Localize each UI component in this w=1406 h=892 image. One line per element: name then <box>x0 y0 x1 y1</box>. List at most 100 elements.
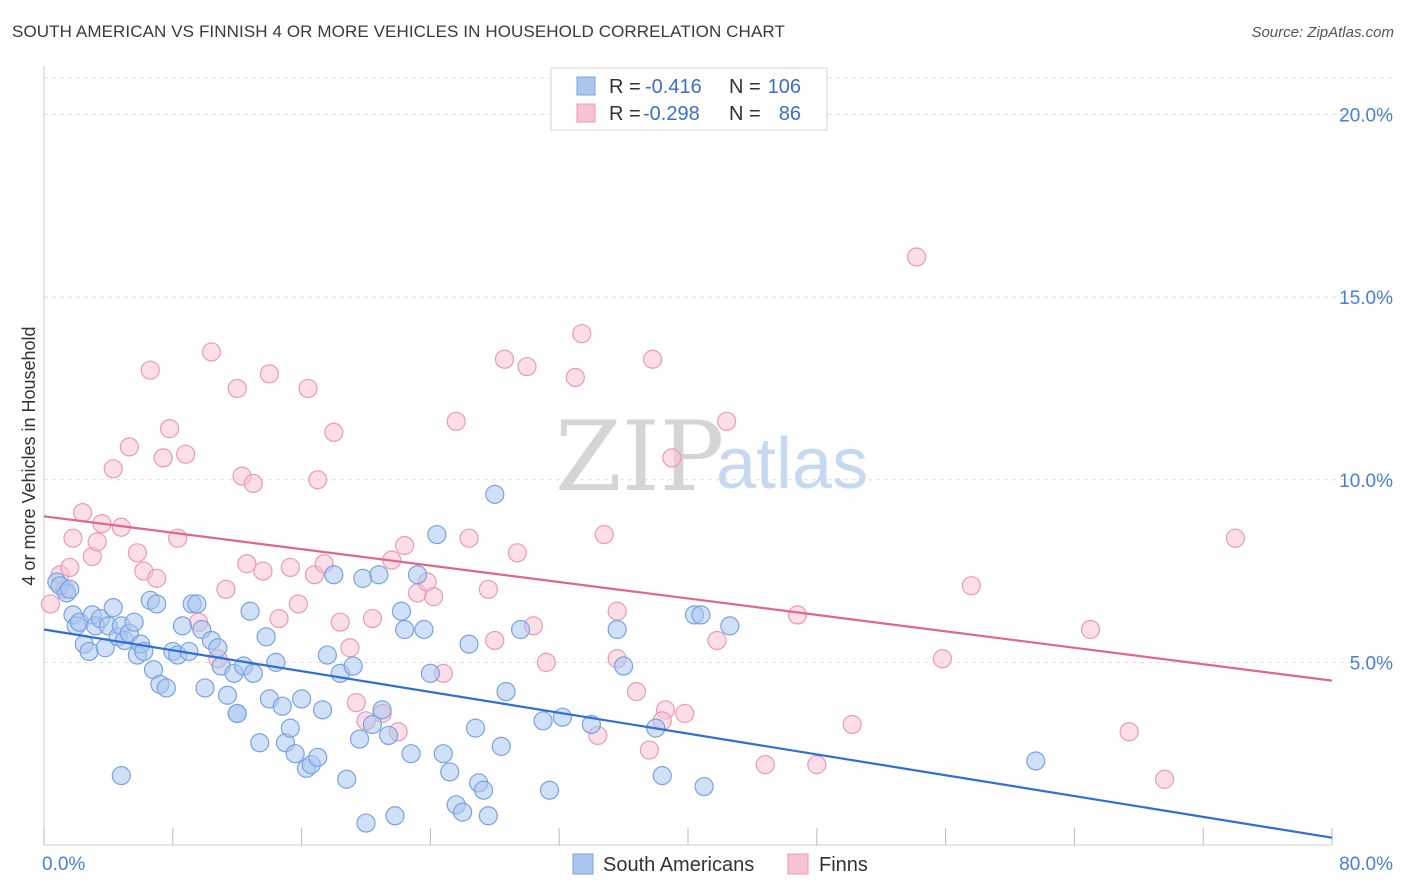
south-americans-point-92 <box>539 780 560 800</box>
south-americans-point-37 <box>208 638 228 658</box>
y-tick-label-3: 20.0% <box>1339 106 1393 127</box>
south-americans-point-27 <box>156 678 176 698</box>
y-axis-label: 4 or more Vehicles in Household <box>19 326 39 585</box>
south-americans-point-88 <box>491 736 511 756</box>
south-americans-point-79 <box>440 762 460 782</box>
south-americans-point-43 <box>240 601 260 621</box>
trend-lines <box>43 515 1333 839</box>
axes <box>43 66 1333 846</box>
finns-point-85 <box>60 557 80 578</box>
legend-bottom: South Americans Finns <box>572 853 868 876</box>
watermark-atlas: atlas <box>716 424 868 504</box>
south-americans-point-3 <box>60 579 80 599</box>
south-americans-point-56 <box>308 747 328 767</box>
finns-point-31 <box>288 594 308 614</box>
finns-point-82 <box>1119 722 1139 742</box>
finns-points <box>40 247 1246 789</box>
finns-point-10 <box>119 437 139 457</box>
legend-swatch-south-americans <box>576 76 596 96</box>
legend-bottom-swatch-finns <box>787 853 809 875</box>
finns-point-4 <box>73 503 93 523</box>
south-americans-point-64 <box>353 568 373 588</box>
finns-point-23 <box>227 378 247 399</box>
finns-point-37 <box>330 612 350 632</box>
south-americans-point-57 <box>312 700 333 720</box>
finns-point-52 <box>478 579 498 599</box>
legend-bottom-swatch-south-americans <box>572 853 594 875</box>
finns-point-0 <box>40 594 61 614</box>
x-tick-label-1: 80.0% <box>1339 854 1393 875</box>
south-americans-point-85 <box>473 780 494 800</box>
x-tick-labels: 0.0% 80.0% <box>42 854 1393 875</box>
finns-point-74 <box>755 755 775 775</box>
finns-point-38 <box>340 638 360 658</box>
south-americans-point-33 <box>187 594 207 614</box>
finns-point-84 <box>1225 528 1246 548</box>
legend-r-value-2: -0.298 <box>643 103 700 125</box>
finns-point-28 <box>259 364 279 384</box>
south-americans-point-86 <box>478 806 498 826</box>
south-americans-point-104 <box>111 766 131 786</box>
south-americans-point-81 <box>453 802 473 822</box>
finns-point-80 <box>961 576 981 596</box>
finns-point-65 <box>626 681 647 702</box>
finns-point-8 <box>103 459 123 479</box>
south-americans-point-77 <box>427 524 447 545</box>
finns-point-50 <box>446 411 466 431</box>
finns-point-27 <box>253 561 273 581</box>
south-americans-point-14 <box>103 597 123 618</box>
y-tick-label-2: 15.0% <box>1339 288 1393 309</box>
finns-point-20 <box>201 342 222 362</box>
south-americans-point-78 <box>433 744 453 764</box>
south-americans-point-62 <box>343 656 363 676</box>
finns-point-77 <box>842 714 862 735</box>
south-americans-point-52 <box>285 744 305 764</box>
finns-point-66 <box>639 740 659 760</box>
south-americans-point-66 <box>362 714 383 735</box>
finns-point-72 <box>707 630 727 651</box>
finns-point-6 <box>87 532 107 552</box>
south-americans-point-103 <box>1026 751 1046 771</box>
south-americans-point-105 <box>227 703 247 724</box>
finns-point-22 <box>216 579 236 599</box>
south-americans-point-102 <box>720 616 740 636</box>
south-americans-point-87 <box>485 484 505 504</box>
y-tick-label-1: 10.0% <box>1339 471 1393 492</box>
south-americans-point-101 <box>694 776 714 797</box>
south-americans-point-51 <box>280 718 300 738</box>
legend-n-label-1: N = <box>729 76 761 98</box>
watermark: ZIP atlas <box>555 401 868 513</box>
source-credit: Source: ZipAtlas.com <box>1251 24 1394 41</box>
finns-point-18 <box>176 444 196 464</box>
finns-point-53 <box>485 630 505 651</box>
south-americans-point-63 <box>349 729 370 749</box>
finns-point-30 <box>280 557 300 578</box>
south-americans-point-74 <box>407 565 428 585</box>
south-americans-point-76 <box>420 663 440 683</box>
legend-n-value-1: 106 <box>768 76 801 98</box>
finns-point-41 <box>362 608 383 629</box>
south-americans-point-72 <box>395 619 415 640</box>
south-americans-point-91 <box>533 711 553 731</box>
south-americans-point-93 <box>552 707 573 727</box>
south-americans-point-69 <box>378 725 399 746</box>
finns-point-59 <box>565 367 585 388</box>
south-americans-point-98 <box>652 766 672 786</box>
finns-point-67 <box>642 349 663 369</box>
finns-point-75 <box>787 605 808 625</box>
grid-lines <box>44 77 1396 663</box>
south-americans-point-45 <box>250 733 270 753</box>
finns-point-11 <box>127 543 147 563</box>
south-americans-point-95 <box>607 619 627 640</box>
south-americans-point-67 <box>369 565 389 585</box>
south-americans-point-90 <box>510 619 531 640</box>
finns-point-48 <box>424 587 444 607</box>
finns-point-51 <box>459 528 479 548</box>
finns-point-58 <box>536 652 556 672</box>
watermark-zip: ZIP <box>555 401 724 513</box>
x-tick-label-0: 0.0% <box>42 854 85 875</box>
finns-point-79 <box>932 649 952 669</box>
south-americans-point-30 <box>172 616 193 636</box>
finns-point-56 <box>517 356 537 377</box>
legend-bottom-label-finns: Finns <box>819 854 868 876</box>
